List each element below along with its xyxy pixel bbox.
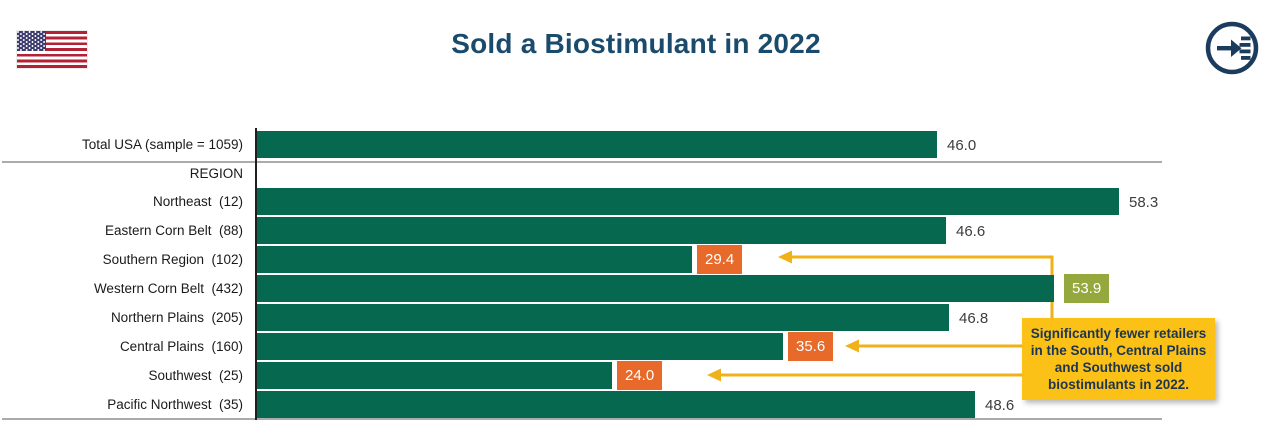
category-label: Total USA (sample = 1059) (82, 137, 243, 152)
category-label: Southern Region (102) (102, 252, 243, 267)
chart-title: Sold a Biostimulant in 2022 (451, 28, 821, 59)
annotation-line: and Southwest sold (1054, 360, 1183, 375)
category-label: Northern Plains (205) (110, 310, 243, 325)
bar (257, 391, 975, 418)
flag-canton-stars (17, 31, 46, 51)
category-label: Pacific Northwest (35) (107, 397, 243, 412)
value-badge-low: 35.6 (788, 332, 834, 361)
value-label: 48.6 (985, 397, 1015, 414)
value-label: 46.0 (947, 137, 977, 154)
annotation-line: in the South, Central Plains (1030, 343, 1207, 358)
value-badge-low: 29.4 (697, 245, 743, 274)
bar (257, 304, 949, 331)
enter-arrow-list-icon[interactable] (1204, 20, 1260, 76)
axis-line-bottom (2, 418, 1162, 420)
category-label: Western Corn Belt (432) (93, 281, 243, 296)
value-badge-high: 53.9 (1064, 274, 1110, 303)
annotation-line: biostimulants in 2022. (1047, 377, 1190, 392)
value-label: 46.8 (959, 310, 989, 327)
value-label: 58.3 (1129, 194, 1159, 211)
category-label: Northeast (12) (152, 194, 243, 209)
bar (257, 362, 612, 389)
category-label: Eastern Corn Belt (88) (104, 223, 243, 238)
bar (257, 275, 1054, 302)
bar (257, 188, 1119, 215)
bar (257, 246, 692, 273)
category-label: Central Plains (160) (119, 339, 243, 354)
section-label-region: REGION (189, 166, 243, 181)
category-label: Southwest (25) (148, 368, 243, 383)
annotation-callout: Significantly fewer retailers in the Sou… (1022, 318, 1215, 400)
bar (257, 131, 937, 158)
bar (257, 217, 946, 244)
annotation-line: Significantly fewer retailers (1030, 326, 1207, 341)
y-axis-line (255, 128, 257, 420)
separator-line-top (2, 161, 1162, 163)
value-badge-low: 24.0 (617, 361, 663, 390)
bar (257, 333, 783, 360)
value-label: 46.6 (956, 223, 986, 240)
usa-flag (17, 31, 87, 68)
